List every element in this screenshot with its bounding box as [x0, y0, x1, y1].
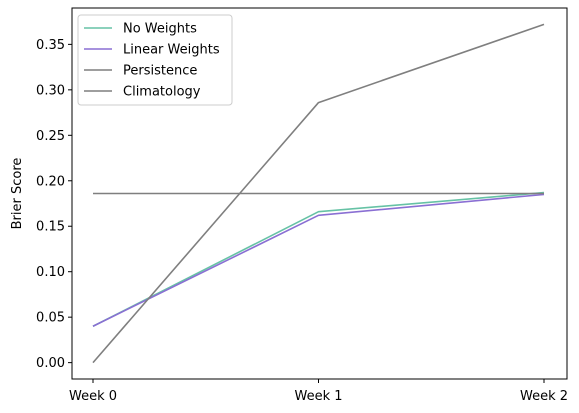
legend-label: Persistence — [123, 64, 197, 79]
series-line-persistence — [92, 23, 545, 364]
y-tick-label: 0.20 — [36, 174, 65, 189]
x-tick-label: Week 2 — [520, 389, 568, 404]
y-tick-label: 0.10 — [36, 265, 65, 280]
x-tick-label: Week 1 — [294, 389, 342, 404]
plot-frame — [71, 7, 568, 380]
y-axis-label: Brier Score — [10, 158, 25, 230]
y-axis-ticks: 0.00 0.05 0.10 0.15 0.20 0.25 0.30 0.35 — [36, 38, 72, 371]
y-tick-label: 0.30 — [36, 83, 65, 98]
legend-label: Linear Weights — [123, 43, 220, 58]
legend-box — [77, 14, 233, 106]
legend-label: Climatology — [123, 85, 201, 100]
y-tick-label: 0.05 — [36, 311, 65, 326]
legend-label: No Weights — [123, 22, 197, 37]
x-axis-ticks: Week 0 Week 1 Week 2 — [69, 379, 568, 404]
y-tick-label: 0.00 — [36, 356, 65, 371]
y-tick-label: 0.25 — [36, 129, 65, 144]
y-tick-label: 0.35 — [36, 38, 65, 53]
legend: No Weights Linear Weights Persistence Clima… — [77, 14, 233, 106]
y-tick-label: 0.15 — [36, 220, 65, 235]
x-tick-label: Week 0 — [69, 389, 117, 404]
series-line-no-weights — [92, 191, 545, 327]
series-lines — [92, 23, 545, 364]
series-line-linear-weights — [92, 193, 545, 327]
